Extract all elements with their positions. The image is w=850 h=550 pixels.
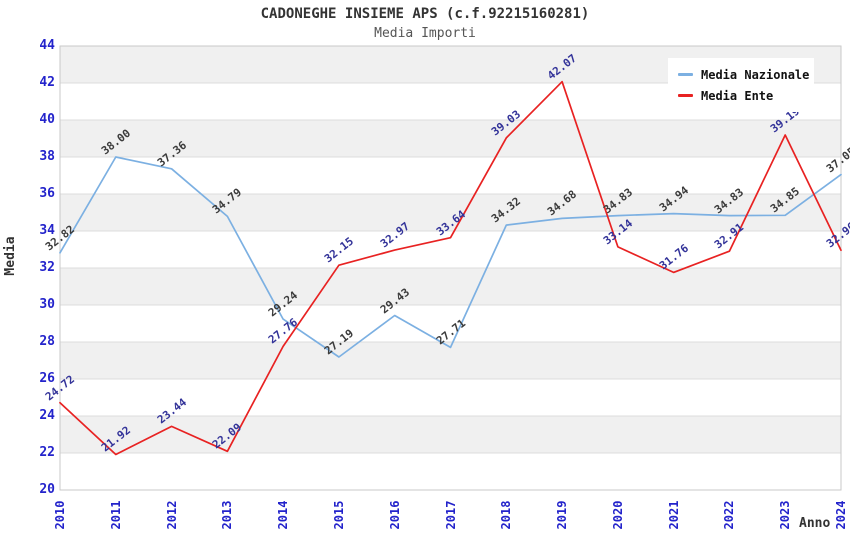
- x-tick-label: 2018: [499, 500, 514, 530]
- x-tick-label: 2017: [443, 500, 458, 530]
- legend-item-media-ente: Media Ente: [678, 85, 814, 106]
- legend-item-media-nazionale: Media Nazionale: [678, 64, 814, 85]
- x-tick-label: 2024: [834, 500, 848, 530]
- y-tick-label: 44: [39, 38, 55, 53]
- y-tick-label: 20: [39, 482, 55, 497]
- y-tick-label: 34: [39, 223, 55, 238]
- legend-label-media-ente: Media Ente: [701, 88, 774, 103]
- y-tick-label: 36: [39, 186, 55, 201]
- legend-label-media-nazionale: Media Nazionale: [701, 67, 810, 82]
- x-tick-label: 2020: [610, 500, 625, 530]
- media-ente-line-swatch-icon: [678, 94, 693, 97]
- x-tick-label: 2010: [53, 500, 67, 530]
- y-axis-title: Media: [3, 236, 18, 276]
- x-tick-label: 2019: [555, 500, 570, 530]
- y-tick-label: 24: [39, 408, 55, 423]
- y-tick-label: 28: [39, 334, 55, 349]
- y-tick-label: 40: [39, 112, 55, 127]
- x-tick-label: 2021: [666, 500, 681, 530]
- x-tick-label: 2013: [220, 500, 235, 530]
- y-tick-label: 26: [39, 371, 55, 386]
- x-tick-label: 2015: [331, 500, 346, 530]
- y-tick-label: 42: [39, 75, 55, 90]
- chart-title: CADONEGHE INSIEME APS (c.f.92215160281): [260, 6, 590, 22]
- x-tick-label: 2022: [722, 500, 737, 530]
- y-tick-label: 30: [39, 297, 55, 312]
- x-tick-label: 2014: [276, 500, 291, 530]
- y-tick-label: 38: [39, 149, 55, 164]
- y-tick-label: 32: [39, 260, 55, 275]
- chart-subtitle: Media Importi: [374, 26, 476, 41]
- x-tick-label: 2016: [387, 500, 402, 530]
- legend: Media Nazionale Media Ente: [668, 58, 814, 112]
- y-tick-label: 22: [39, 445, 55, 460]
- media-nazionale-line-swatch-icon: [678, 73, 693, 76]
- x-axis-title: Anno: [799, 516, 831, 531]
- x-tick-label: 2023: [778, 500, 793, 530]
- x-tick-label: 2012: [164, 500, 179, 530]
- x-tick-label: 2011: [108, 500, 123, 530]
